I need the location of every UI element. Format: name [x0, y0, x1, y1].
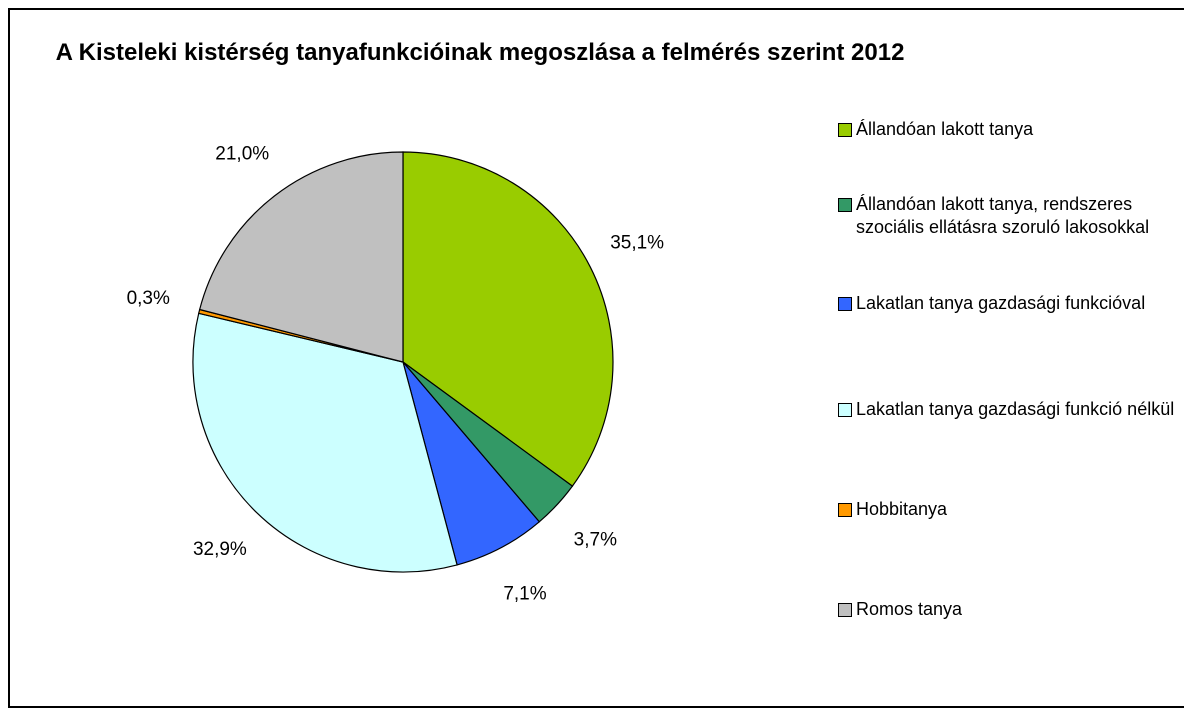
legend-item: Állandóan lakott tanya: [838, 118, 1184, 141]
legend-label: Állandóan lakott tanya: [856, 119, 1034, 139]
legend-label: Romos tanya: [856, 599, 963, 619]
legend-item: Romos tanya: [838, 598, 1184, 621]
legend-swatch: [838, 403, 852, 417]
legend-label: Lakatlan tanya gazdasági funkció nélkül: [856, 399, 1175, 419]
chart-title: A Kisteleki kistérség tanyafunkcióinak m…: [55, 39, 905, 66]
pie-slice: [402, 151, 614, 487]
legend-label: Állandóan lakott tanya, rendszeres szoci…: [856, 194, 1150, 237]
data-label: 7,1%: [503, 583, 546, 604]
legend-swatch: [838, 503, 852, 517]
data-label: 3,7%: [574, 530, 617, 551]
pie-slice: [198, 151, 404, 363]
data-label: 35,1%: [610, 232, 664, 253]
legend-label: Lakatlan tanya gazdasági funkcióval: [856, 293, 1146, 313]
legend-item: Lakatlan tanya gazdasági funkció nélkül: [838, 398, 1184, 421]
legend-item: Állandóan lakott tanya, rendszeres szoci…: [838, 193, 1184, 239]
data-label: 0,3%: [127, 288, 170, 309]
data-label: 32,9%: [193, 539, 247, 560]
legend-item: Hobbitanya: [838, 498, 1184, 521]
legend-label: Hobbitanya: [856, 499, 948, 519]
legend-item: Lakatlan tanya gazdasági funkcióval: [838, 292, 1184, 315]
page: 35,1% 3,7% 7,1% 32,9% 0,3% 21,0% A Kisteleki …: [8, 8, 1184, 708]
chart: 35,1% 3,7% 7,1% 32,9% 0,3% 21,0%: [127, 143, 665, 604]
data-label: 21,0%: [215, 143, 269, 164]
pie-slice: [192, 312, 458, 573]
legend-swatch: [838, 198, 852, 212]
legend-swatch: [838, 123, 852, 137]
legend-swatch: [838, 297, 852, 311]
legend-swatch: [838, 603, 852, 617]
